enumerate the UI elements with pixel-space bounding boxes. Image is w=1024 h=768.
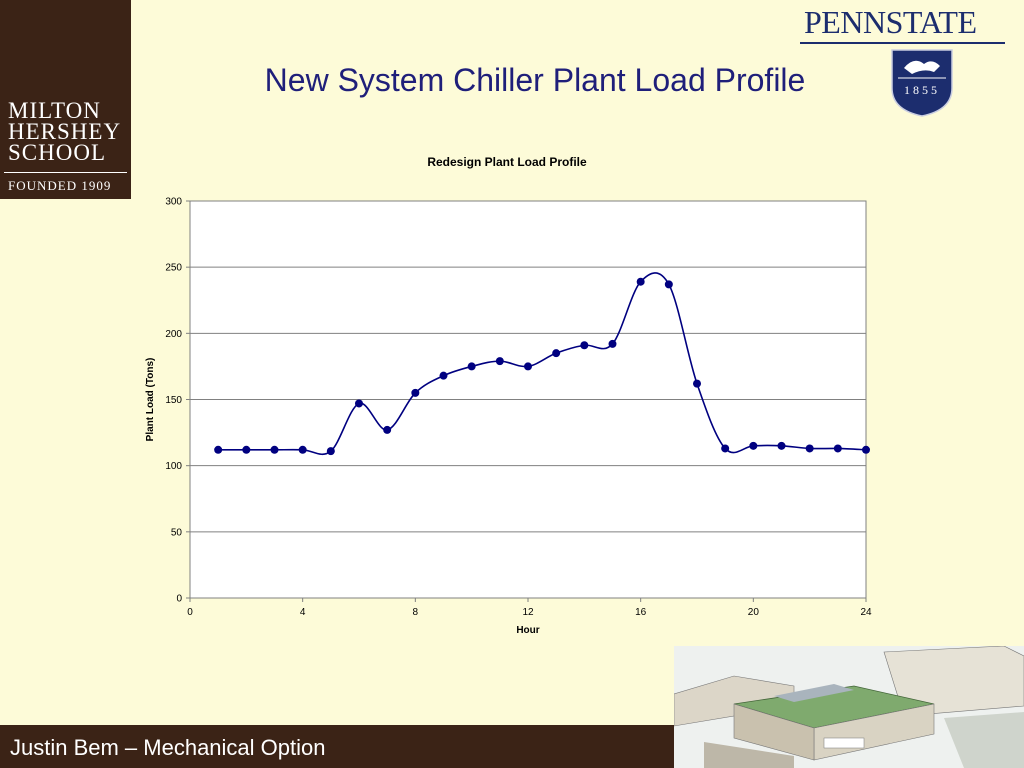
x-tick-label: 12 [522, 607, 534, 618]
penn-state-year: 1855 [904, 83, 940, 97]
y-tick-label: 150 [165, 395, 182, 406]
data-point-hour-17 [664, 280, 673, 289]
data-point-hour-23 [833, 444, 842, 453]
data-point-hour-4 [298, 445, 307, 454]
data-point-hour-15 [608, 339, 617, 348]
data-point-hour-8 [411, 388, 420, 397]
x-tick-label: 16 [635, 607, 647, 618]
x-tick-label: 20 [748, 607, 760, 618]
building-rendering [674, 646, 1024, 768]
presenter-name: Justin Bem – Mechanical Option [10, 735, 326, 760]
data-point-hour-24 [862, 445, 870, 454]
y-tick-label: 100 [165, 461, 182, 472]
data-point-hour-7 [383, 425, 392, 434]
data-point-hour-16 [636, 277, 645, 286]
data-point-hour-1 [214, 445, 223, 454]
data-point-hour-12 [524, 362, 532, 371]
mhs-logo-line-1: MILTON [8, 98, 101, 123]
data-point-hour-5 [326, 447, 335, 456]
data-point-hour-18 [693, 379, 701, 388]
y-tick-label: 200 [165, 329, 182, 340]
mhs-logo-line-3: SCHOOL [8, 140, 107, 165]
data-point-hour-6 [355, 399, 363, 408]
data-point-hour-14 [580, 341, 589, 350]
mhs-logo-rule [4, 172, 127, 173]
y-tick-label: 300 [165, 197, 182, 208]
footer-bar: Justin Bem – Mechanical Option [0, 725, 674, 768]
penn-state-rule [800, 42, 1005, 44]
data-point-hour-19 [721, 444, 730, 453]
x-tick-label: 4 [300, 607, 306, 618]
data-point-hour-2 [242, 445, 251, 454]
data-point-hour-3 [270, 445, 279, 454]
y-tick-label: 0 [176, 594, 182, 605]
data-point-hour-13 [552, 349, 561, 358]
plant-load-chart: Redesign Plant Load Profile 050100150200… [145, 155, 872, 636]
milton-hershey-school-logo: MILTON HERSHEY SCHOOL FOUNDED 1909 [0, 0, 131, 199]
slide-title: New System Chiller Plant Load Profile [264, 62, 806, 98]
y-tick-label: 250 [165, 263, 182, 274]
y-tick-label: 50 [171, 527, 183, 538]
data-point-hour-10 [467, 362, 476, 371]
data-point-hour-9 [439, 371, 448, 380]
chart-title: Redesign Plant Load Profile [427, 155, 587, 169]
data-point-hour-11 [495, 357, 504, 366]
mhs-logo-line-2: HERSHEY [8, 119, 122, 144]
mhs-logo-founded: FOUNDED 1909 [8, 178, 112, 193]
data-point-hour-20 [749, 441, 758, 450]
x-tick-label: 8 [413, 607, 419, 618]
penn-state-logo: PENNSTATE 1855 [800, 4, 1005, 118]
x-tick-label: 24 [860, 607, 872, 618]
y-axis-label: Plant Load (Tons) [145, 358, 156, 442]
penn-state-wordmark: PENNSTATE [804, 4, 977, 40]
data-point-hour-22 [805, 444, 814, 453]
data-point-hour-21 [777, 441, 786, 450]
x-axis-label: Hour [516, 625, 539, 636]
penn-state-shield-icon: 1855 [891, 49, 953, 117]
x-tick-label: 0 [187, 607, 193, 618]
